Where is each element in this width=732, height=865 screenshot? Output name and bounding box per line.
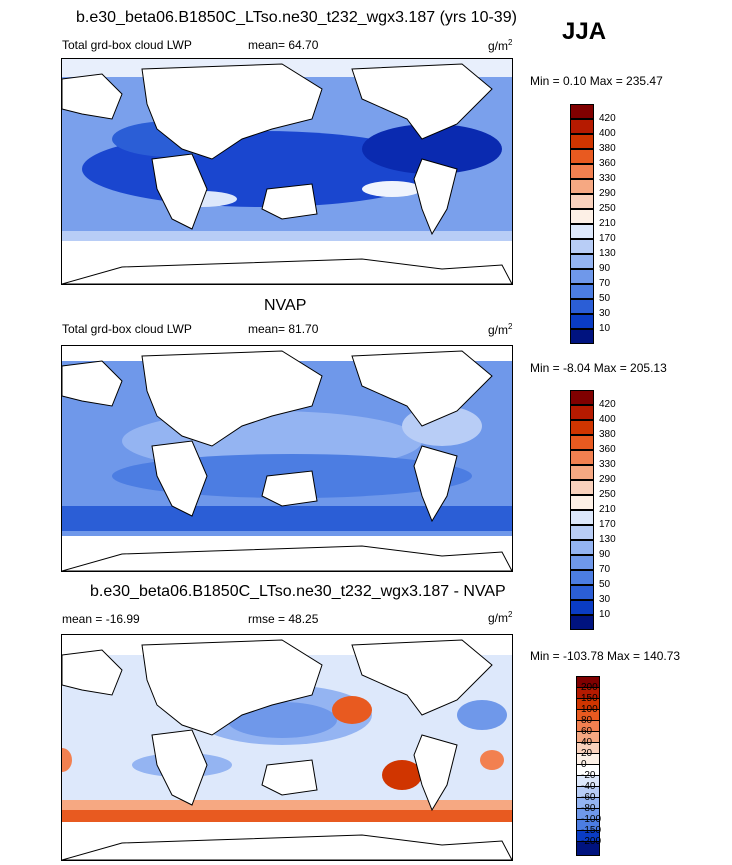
panel2-title: NVAP bbox=[264, 297, 307, 314]
p2-swatch-1 bbox=[570, 405, 594, 420]
p1-level-3: 360 bbox=[599, 158, 616, 169]
p3-level-5: 40 bbox=[581, 737, 593, 748]
p2-swatch-0 bbox=[570, 390, 594, 405]
p2-swatch-10 bbox=[570, 540, 594, 555]
p2-level-11: 70 bbox=[599, 564, 611, 575]
p2-swatch-12 bbox=[570, 570, 594, 585]
p2-swatch-2 bbox=[570, 420, 594, 435]
panel3-minmax: Min = -103.78 Max = 140.73 bbox=[530, 649, 681, 663]
p1-swatch-7 bbox=[570, 209, 594, 224]
p2-level-10: 90 bbox=[599, 549, 611, 560]
p2-level-3: 360 bbox=[599, 444, 616, 455]
p3-level-14: -200 bbox=[581, 836, 602, 847]
p1-level-10: 90 bbox=[599, 263, 611, 274]
panel2-map bbox=[61, 345, 513, 572]
p1-level-4: 330 bbox=[599, 173, 616, 184]
p1-swatch-1 bbox=[570, 119, 594, 134]
p1-level-0: 420 bbox=[599, 113, 616, 124]
p2-swatch-15 bbox=[570, 615, 594, 630]
p2-swatch-7 bbox=[570, 495, 594, 510]
p3-level-6: 20 bbox=[581, 748, 593, 759]
p2-level-13: 30 bbox=[599, 594, 611, 605]
p3-level-12: -100 bbox=[581, 814, 602, 825]
p2-level-0: 420 bbox=[599, 399, 616, 410]
p3-level-4: 60 bbox=[581, 726, 593, 737]
p2-level-14: 10 bbox=[599, 609, 611, 620]
p3-level-9: -40 bbox=[581, 781, 596, 792]
panel3-rmse: rmse = 48.25 bbox=[248, 612, 319, 626]
p2-level-6: 250 bbox=[599, 489, 616, 500]
p2-level-7: 210 bbox=[599, 504, 616, 515]
p1-level-7: 210 bbox=[599, 218, 616, 229]
p1-swatch-0 bbox=[570, 104, 594, 119]
p3-level-7: 0 bbox=[581, 759, 587, 770]
p2-swatch-3 bbox=[570, 435, 594, 450]
p1-level-1: 400 bbox=[599, 128, 616, 139]
panel2-units: g/m2 bbox=[488, 322, 513, 337]
panel1-minmax: Min = 0.10 Max = 235.47 bbox=[530, 74, 663, 88]
p3-level-13: -150 bbox=[581, 825, 602, 836]
p3-level-0: 200 bbox=[581, 682, 598, 693]
p1-swatch-4 bbox=[570, 164, 594, 179]
p1-swatch-12 bbox=[570, 284, 594, 299]
p2-level-5: 290 bbox=[599, 474, 616, 485]
panel3-map bbox=[61, 634, 513, 861]
p1-level-12: 50 bbox=[599, 293, 611, 304]
p2-level-1: 400 bbox=[599, 414, 616, 425]
p1-level-9: 130 bbox=[599, 248, 616, 259]
p1-swatch-2 bbox=[570, 134, 594, 149]
panel1-map bbox=[61, 58, 513, 285]
panel3-title: b.e30_beta06.B1850C_LTso.ne30_t232_wgx3.… bbox=[90, 583, 506, 600]
p1-level-11: 70 bbox=[599, 278, 611, 289]
p1-swatch-8 bbox=[570, 224, 594, 239]
p3-level-2: 100 bbox=[581, 704, 598, 715]
p3-level-3: 80 bbox=[581, 715, 593, 726]
p1-swatch-3 bbox=[570, 149, 594, 164]
p1-level-8: 170 bbox=[599, 233, 616, 244]
p1-level-13: 30 bbox=[599, 308, 611, 319]
p3-level-1: 150 bbox=[581, 693, 598, 704]
p1-swatch-11 bbox=[570, 269, 594, 284]
panel1-title: b.e30_beta06.B1850C_LTso.ne30_t232_wgx3.… bbox=[76, 9, 517, 26]
p1-level-5: 290 bbox=[599, 188, 616, 199]
panel2-minmax: Min = -8.04 Max = 205.13 bbox=[530, 361, 667, 375]
p2-swatch-5 bbox=[570, 465, 594, 480]
p1-swatch-10 bbox=[570, 254, 594, 269]
p2-swatch-9 bbox=[570, 525, 594, 540]
p2-level-4: 330 bbox=[599, 459, 616, 470]
p2-swatch-13 bbox=[570, 585, 594, 600]
season-label: JJA bbox=[562, 18, 607, 45]
p2-swatch-14 bbox=[570, 600, 594, 615]
panel2-field-label: Total grd-box cloud LWP bbox=[62, 322, 192, 336]
p1-swatch-5 bbox=[570, 179, 594, 194]
p2-swatch-8 bbox=[570, 510, 594, 525]
p2-swatch-11 bbox=[570, 555, 594, 570]
p1-level-6: 250 bbox=[599, 203, 616, 214]
p2-level-8: 170 bbox=[599, 519, 616, 530]
p1-swatch-13 bbox=[570, 299, 594, 314]
panel3-units: g/m2 bbox=[488, 610, 513, 625]
panel2-mean: mean= 81.70 bbox=[248, 322, 319, 336]
p3-level-10: -60 bbox=[581, 792, 596, 803]
p3-level-8: -20 bbox=[581, 770, 596, 781]
p2-swatch-6 bbox=[570, 480, 594, 495]
panel1-mean: mean= 64.70 bbox=[248, 38, 319, 52]
p2-swatch-4 bbox=[570, 450, 594, 465]
p2-level-9: 130 bbox=[599, 534, 616, 545]
p1-swatch-9 bbox=[570, 239, 594, 254]
p2-level-2: 380 bbox=[599, 429, 616, 440]
p2-level-12: 50 bbox=[599, 579, 611, 590]
p1-level-2: 380 bbox=[599, 143, 616, 154]
p1-swatch-15 bbox=[570, 329, 594, 344]
p3-swatch-15 bbox=[576, 841, 600, 856]
p1-swatch-6 bbox=[570, 194, 594, 209]
p1-level-14: 10 bbox=[599, 323, 611, 334]
panel1-units: g/m2 bbox=[488, 38, 513, 53]
panel1-field-label: Total grd-box cloud LWP bbox=[62, 38, 192, 52]
p3-level-11: -80 bbox=[581, 803, 596, 814]
p1-swatch-14 bbox=[570, 314, 594, 329]
panel3-mean: mean = -16.99 bbox=[62, 612, 140, 626]
